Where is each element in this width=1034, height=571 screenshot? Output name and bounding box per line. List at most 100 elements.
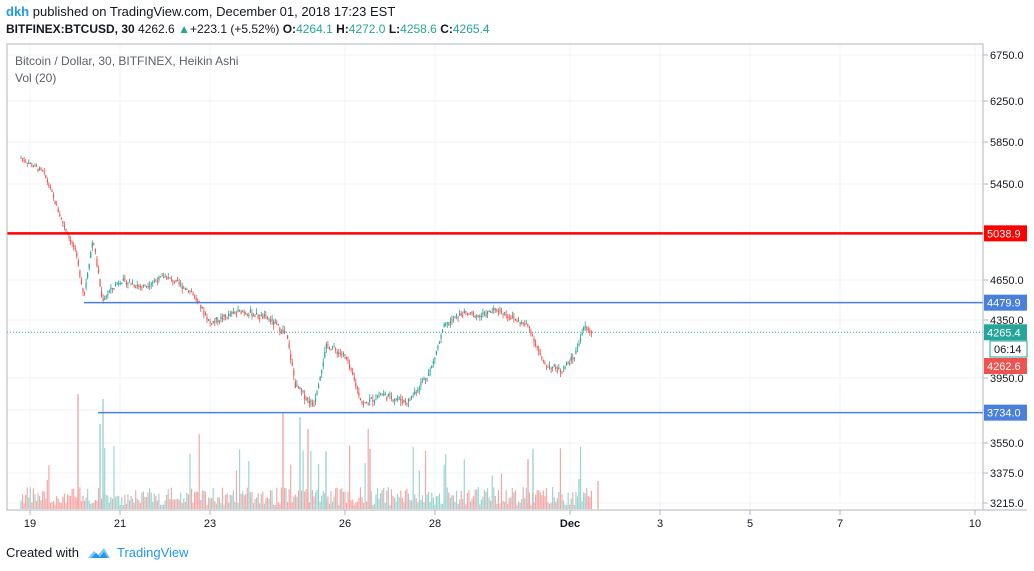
candle-body bbox=[380, 394, 382, 396]
volume-bar bbox=[51, 502, 53, 509]
candle-body bbox=[517, 320, 520, 322]
candle-body bbox=[31, 164, 33, 167]
volume-bar bbox=[273, 504, 275, 509]
candle-body bbox=[383, 393, 385, 395]
candle-body bbox=[362, 403, 365, 405]
volume-bar bbox=[132, 498, 134, 509]
volume-bar bbox=[52, 500, 55, 509]
volume-bar bbox=[254, 499, 256, 509]
candle-body bbox=[457, 316, 459, 319]
candle-body bbox=[291, 362, 293, 366]
volume-bar bbox=[108, 502, 110, 509]
candle-body bbox=[330, 349, 332, 351]
volume-bar bbox=[562, 500, 565, 509]
volume-bar bbox=[173, 499, 176, 509]
candle-body bbox=[156, 281, 158, 283]
candle-body bbox=[522, 322, 524, 324]
volume-bar bbox=[510, 497, 512, 509]
candle-body bbox=[321, 370, 323, 374]
volume-bar bbox=[248, 460, 250, 509]
volume-bar bbox=[127, 494, 129, 509]
volume-bar bbox=[32, 488, 34, 509]
volume-bar bbox=[212, 487, 214, 509]
volume-bar bbox=[490, 500, 492, 509]
open-label: O: bbox=[282, 22, 297, 36]
volume-bar bbox=[468, 490, 470, 509]
candle-body bbox=[369, 399, 371, 402]
volume-bar bbox=[491, 475, 493, 509]
candle-body bbox=[251, 313, 253, 317]
candle-body bbox=[412, 395, 414, 397]
candle-body bbox=[375, 399, 377, 401]
candle-body bbox=[97, 269, 100, 273]
volume-bar bbox=[144, 496, 146, 509]
volume-bar bbox=[516, 504, 518, 509]
volume-bar bbox=[463, 459, 465, 509]
candle-body bbox=[56, 204, 58, 206]
tradingview-brand[interactable]: TradingView bbox=[116, 545, 189, 560]
candle-body bbox=[494, 308, 496, 310]
candle-body bbox=[207, 319, 210, 321]
volume-bar bbox=[590, 490, 592, 509]
candle-body bbox=[178, 282, 180, 285]
volume-bar bbox=[581, 501, 583, 509]
volume-bar bbox=[521, 499, 523, 509]
candle-body bbox=[378, 395, 380, 397]
volume-bar bbox=[353, 504, 355, 509]
volume-bar bbox=[198, 434, 200, 509]
candle-body bbox=[539, 352, 541, 355]
volume-bar bbox=[155, 495, 157, 509]
candle-body bbox=[288, 343, 290, 348]
candle-body bbox=[589, 330, 591, 332]
candle-body bbox=[325, 344, 327, 349]
candle-body bbox=[431, 365, 433, 369]
price-tick-label: 4350.0 bbox=[990, 315, 1024, 327]
candle-body bbox=[88, 264, 90, 269]
candle-body bbox=[445, 323, 447, 325]
candle-body bbox=[552, 366, 554, 368]
candle-body bbox=[34, 165, 36, 167]
candle-body bbox=[395, 399, 397, 401]
volume-bar bbox=[553, 497, 555, 509]
volume-bar bbox=[220, 503, 222, 509]
candle-body bbox=[135, 286, 137, 288]
candle-body bbox=[398, 397, 400, 399]
candle-body bbox=[502, 313, 504, 315]
volume-bar bbox=[589, 497, 591, 509]
candle-body bbox=[440, 334, 442, 339]
candle-body bbox=[223, 314, 225, 317]
volume-bar bbox=[135, 490, 137, 509]
volume-bar bbox=[26, 487, 28, 509]
time-tick-label: 21 bbox=[114, 518, 126, 530]
price-label-bg bbox=[984, 358, 1027, 374]
volume-bar bbox=[350, 500, 352, 509]
candle-body bbox=[184, 288, 186, 290]
volume-bar bbox=[164, 500, 166, 509]
candle-body bbox=[397, 399, 399, 401]
candle-body bbox=[118, 283, 120, 285]
volume-bar bbox=[497, 490, 499, 509]
candle-body bbox=[372, 399, 374, 402]
candle-body bbox=[198, 300, 200, 302]
author-link[interactable]: dkh bbox=[6, 4, 30, 19]
candle-body bbox=[149, 285, 151, 287]
candle-body bbox=[266, 316, 269, 319]
volume-bar bbox=[308, 502, 310, 509]
volume-bar bbox=[587, 496, 589, 509]
volume-bar bbox=[68, 495, 70, 509]
candle-body bbox=[215, 317, 217, 320]
high-label: H: bbox=[336, 22, 349, 36]
volume-bar bbox=[271, 490, 273, 509]
price-tick-label: 3550.0 bbox=[990, 438, 1024, 450]
volume-bar bbox=[454, 502, 456, 509]
candle-body bbox=[83, 292, 86, 294]
volume-bar bbox=[128, 500, 131, 509]
volume-bar bbox=[434, 504, 436, 509]
volume-bar bbox=[70, 496, 72, 509]
candle-body bbox=[488, 310, 490, 312]
volume-bar bbox=[232, 490, 234, 509]
candle-body bbox=[432, 361, 434, 364]
candle-body bbox=[482, 312, 484, 315]
candle-body bbox=[245, 313, 247, 315]
